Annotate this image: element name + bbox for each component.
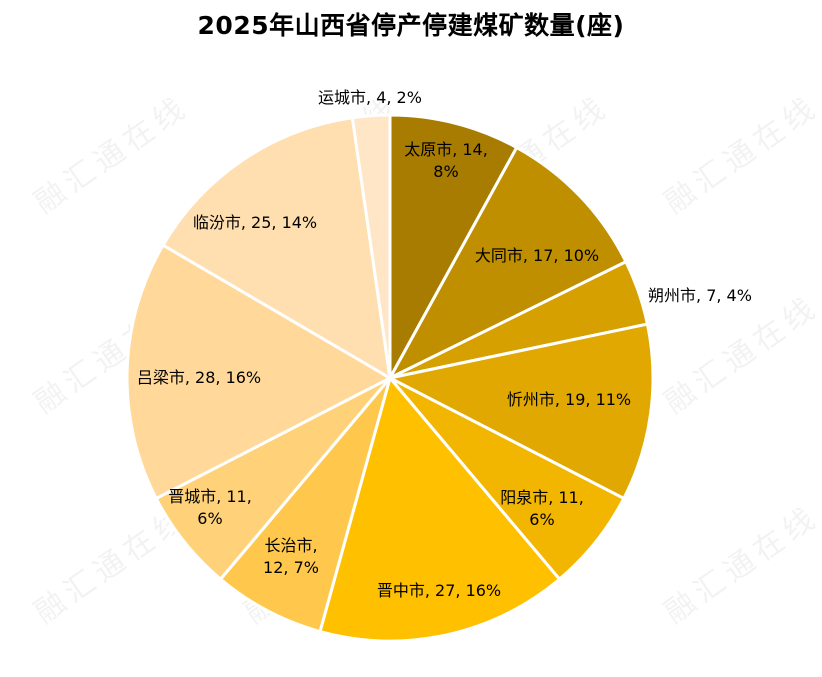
slice-label-9: 吕梁市, 28, 16%: [137, 368, 261, 387]
slice-label-6: 晋中市, 27, 16%: [377, 581, 501, 600]
slice-label-1: 太原市, 14, 8%: [404, 140, 488, 181]
slice-label-7: 长治市, 12, 7%: [263, 536, 319, 577]
chart-title: 2025年山西省停产停建煤矿数量(座): [197, 11, 625, 40]
pie-slice-1: [388, 113, 519, 379]
slice-label-2: 大同市, 17, 10%: [475, 246, 599, 265]
pie-slice-4: [385, 322, 655, 501]
slice-label-8: 晋城市, 11, 6%: [168, 487, 252, 528]
slice-label-5: 阳泉市, 11, 6%: [500, 488, 584, 529]
slice-label-10: 临汾市, 25, 14%: [193, 213, 317, 232]
pie-slice-2: [386, 145, 628, 382]
slice-label-3: 朔州市, 7, 4%: [648, 286, 752, 305]
pie-slice-10: [160, 116, 392, 381]
pie-slice-6: [318, 374, 562, 643]
pie-slice-7: [218, 377, 392, 634]
pie-slice-11: [350, 113, 392, 379]
slice-label-4: 忻州市, 19, 11%: [507, 390, 631, 409]
pie-slice-9: [125, 243, 394, 501]
slice-label-11: 运城市, 4, 2%: [318, 88, 422, 107]
